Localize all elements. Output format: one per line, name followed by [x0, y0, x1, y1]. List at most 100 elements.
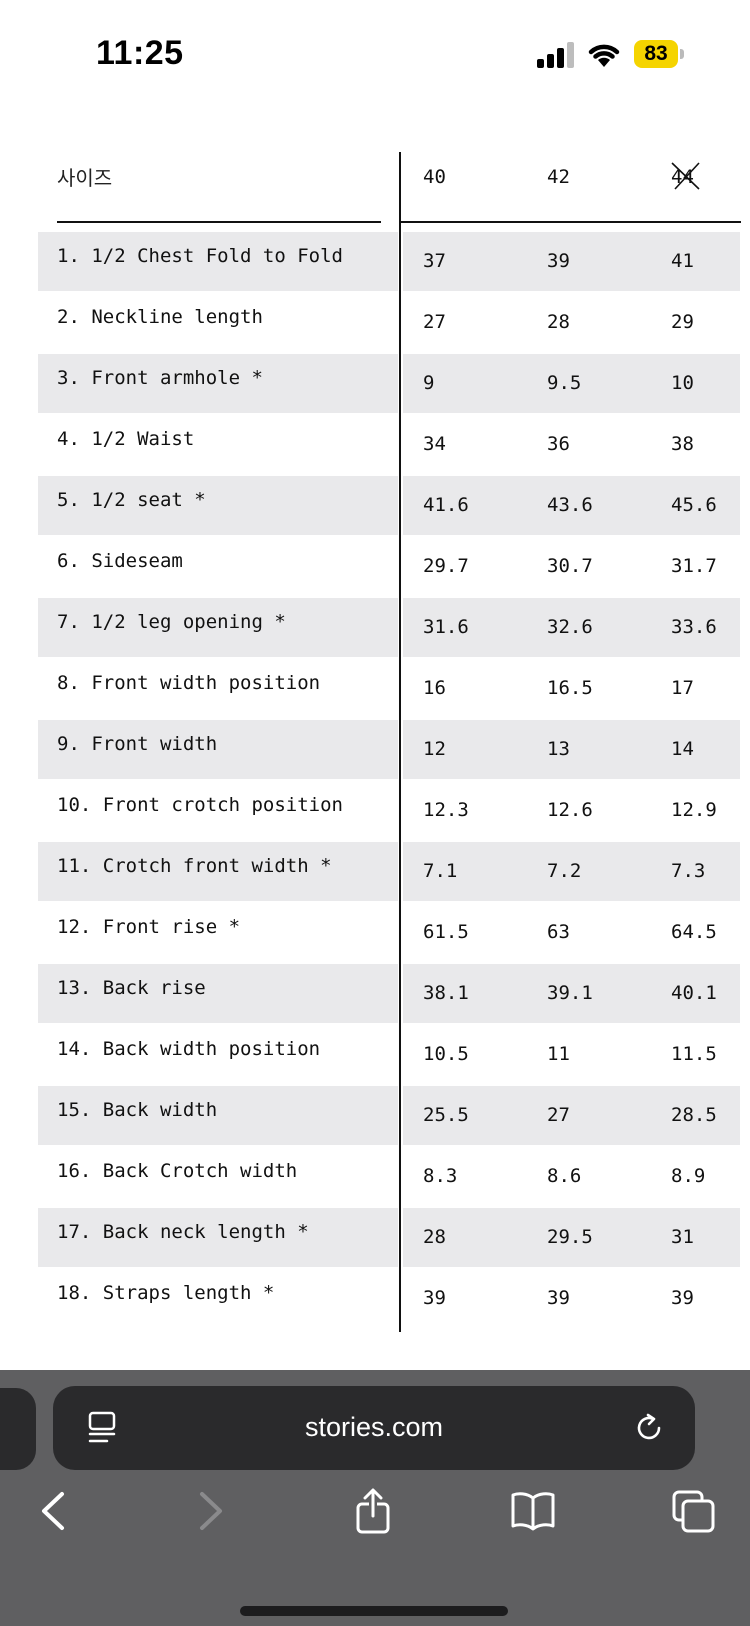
battery-tip [680, 49, 684, 59]
measurement-value: 63 [547, 921, 570, 943]
strikethrough-icon [671, 162, 700, 190]
size-header-44: 44 [671, 166, 694, 188]
measurement-value: 38.1 [423, 982, 469, 1004]
tabs-icon[interactable] [670, 1488, 716, 1534]
status-bar: 11:25 83 [0, 0, 750, 110]
address-bar[interactable]: stories.com [53, 1386, 695, 1470]
size-header-label: 사이즈 [57, 166, 113, 190]
forward-icon[interactable] [186, 1488, 232, 1534]
row-background [38, 476, 398, 535]
measurement-value: 34 [423, 433, 446, 455]
measurement-value: 38 [671, 433, 694, 455]
bookmarks-icon[interactable] [510, 1488, 556, 1534]
measurement-value: 31 [671, 1226, 694, 1248]
measurement-value: 29.5 [547, 1226, 593, 1248]
home-indicator [240, 1606, 508, 1616]
measurement-value: 39 [671, 1287, 694, 1309]
measurement-value: 28 [547, 311, 570, 333]
row-background [403, 232, 740, 291]
cellular-signal-icon [537, 42, 575, 68]
row-background [38, 842, 398, 901]
measurement-value: 16 [423, 677, 446, 699]
measurement-value: 8.9 [671, 1165, 706, 1187]
size-header-44-crossed: 44 [671, 162, 700, 190]
measurement-label: 9. Front width [57, 733, 218, 755]
measurement-value: 29 [671, 311, 694, 333]
measurement-value: 39 [423, 1287, 446, 1309]
header-divider-left [57, 221, 381, 223]
measurement-value: 17 [671, 677, 694, 699]
table-row: 13. Back rise 38.1 39.1 40.1 [0, 964, 750, 1025]
reader-mode-icon[interactable] [87, 1410, 117, 1444]
row-background [38, 354, 398, 413]
measurement-label: 12. Front rise * [57, 916, 241, 938]
measurement-label: 17. Back neck length * [57, 1221, 309, 1243]
row-background [403, 842, 740, 901]
table-row: 12. Front rise * 61.5 63 64.5 [0, 903, 750, 964]
size-header-42: 42 [547, 166, 570, 188]
url-text[interactable]: stories.com [304, 1412, 444, 1442]
size-header-40: 40 [423, 166, 446, 188]
row-background [38, 232, 398, 291]
browser-toolbar: stories.com [0, 1370, 750, 1626]
share-icon[interactable] [350, 1488, 396, 1534]
measurement-value: 39 [547, 1287, 570, 1309]
row-background [38, 720, 398, 779]
measurement-value: 28.5 [671, 1104, 717, 1126]
measurement-value: 43.6 [547, 494, 593, 516]
measurement-label: 5. 1/2 seat * [57, 489, 206, 511]
measurement-value: 36 [547, 433, 570, 455]
measurement-label: 7. 1/2 leg opening * [57, 611, 286, 633]
measurement-value: 25.5 [423, 1104, 469, 1126]
measurement-label: 10. Front crotch position [57, 794, 343, 816]
table-row: 7. 1/2 leg opening * 31.6 32.6 33.6 [0, 598, 750, 659]
wifi-icon [588, 44, 620, 67]
measurement-value: 12.9 [671, 799, 717, 821]
measurement-value: 45.6 [671, 494, 717, 516]
reload-icon[interactable] [633, 1412, 665, 1444]
table-row: 5. 1/2 seat * 41.6 43.6 45.6 [0, 476, 750, 537]
measurement-value: 11.5 [671, 1043, 717, 1065]
table-row: 15. Back width 25.5 27 28.5 [0, 1086, 750, 1147]
header-divider-right [401, 221, 741, 223]
measurement-value: 9.5 [547, 372, 582, 394]
measurement-value: 61.5 [423, 921, 469, 943]
measurement-label: 14. Back width position [57, 1038, 321, 1060]
table-row: 11. Crotch front width * 7.1 7.2 7.3 [0, 842, 750, 903]
battery-icon: 83 [634, 40, 686, 68]
measurement-label: 1. 1/2 Chest Fold to Fold [57, 245, 343, 267]
table-row: 8. Front width position 16 16.5 17 [0, 659, 750, 720]
measurement-value: 10 [671, 372, 694, 394]
row-background [403, 354, 740, 413]
row-background [403, 720, 740, 779]
measurement-value: 9 [423, 372, 435, 394]
table-row: 10. Front crotch position 12.3 12.6 12.9 [0, 781, 750, 842]
previous-tab-edge[interactable] [0, 1388, 36, 1470]
row-background [403, 598, 740, 657]
measurement-label: 2. Neckline length [57, 306, 263, 328]
measurement-value: 30.7 [547, 555, 593, 577]
measurement-label: 4. 1/2 Waist [57, 428, 195, 450]
measurement-value: 13 [547, 738, 570, 760]
battery-level: 83 [634, 40, 678, 68]
measurement-label: 16. Back Crotch width [57, 1160, 298, 1182]
measurement-value: 16.5 [547, 677, 593, 699]
measurement-label: 6. Sideseam [57, 550, 183, 572]
row-background [38, 1208, 398, 1267]
table-row: 9. Front width 12 13 14 [0, 720, 750, 781]
measurement-value: 11 [547, 1043, 570, 1065]
table-row: 4. 1/2 Waist 34 36 38 [0, 415, 750, 476]
column-divider [399, 152, 401, 1332]
measurement-value: 27 [423, 311, 446, 333]
measurement-value: 39.1 [547, 982, 593, 1004]
measurement-value: 7.1 [423, 860, 458, 882]
row-background [38, 1086, 398, 1145]
row-background [403, 476, 740, 535]
back-icon[interactable] [32, 1488, 78, 1534]
measurement-value: 12 [423, 738, 446, 760]
measurement-value: 39 [547, 250, 570, 272]
table-row: 2. Neckline length 27 28 29 [0, 293, 750, 354]
table-row: 16. Back Crotch width 8.3 8.6 8.9 [0, 1147, 750, 1208]
measurement-value: 7.3 [671, 860, 706, 882]
table-row: 1. 1/2 Chest Fold to Fold 37 39 41 [0, 232, 750, 293]
